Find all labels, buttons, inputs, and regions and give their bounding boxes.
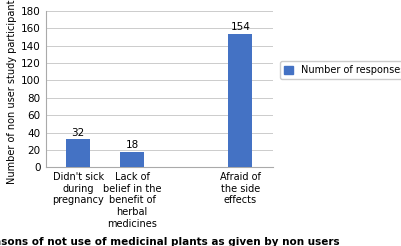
Bar	[120, 152, 144, 167]
X-axis label: Reasons of not use of medicinal plants as given by non users: Reasons of not use of medicinal plants a…	[0, 237, 340, 246]
Bar	[228, 33, 252, 167]
Legend: Number of responses: Number of responses	[280, 62, 401, 79]
Y-axis label: Number of non user study participants: Number of non user study participants	[7, 0, 17, 184]
Bar	[66, 139, 90, 167]
Text: 32: 32	[71, 128, 85, 138]
Text: 18: 18	[126, 140, 139, 150]
Text: 154: 154	[230, 22, 250, 32]
